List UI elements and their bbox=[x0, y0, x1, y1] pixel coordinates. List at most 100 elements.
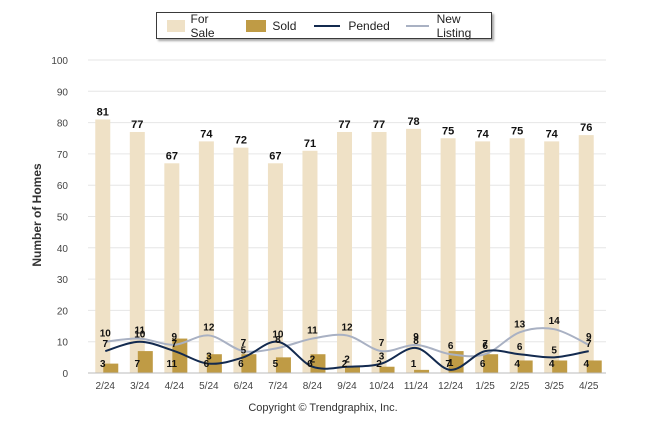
sold-bar bbox=[517, 360, 533, 373]
legend-swatch-sold bbox=[246, 19, 267, 32]
sold-data-label: 6 bbox=[307, 359, 313, 370]
for-sale-bar bbox=[578, 135, 594, 373]
new-listing-data-label: 6 bbox=[482, 341, 488, 352]
legend-label-new-listing: New Listing bbox=[436, 11, 472, 40]
for-sale-data-label: 74 bbox=[546, 128, 559, 140]
for-sale-data-label: 74 bbox=[477, 128, 490, 140]
new-listing-data-label: 8 bbox=[275, 335, 281, 346]
legend-swatch-new-listing bbox=[405, 24, 429, 27]
pended-data-label: 5 bbox=[241, 345, 247, 356]
sold-data-label: 7 bbox=[135, 359, 141, 370]
pended-data-label: 6 bbox=[517, 342, 523, 353]
new-listing-data-label: 7 bbox=[379, 338, 385, 349]
for-sale-bar bbox=[406, 128, 422, 373]
for-sale-bar bbox=[302, 150, 318, 373]
legend-label-for-sale: For Sale bbox=[190, 11, 215, 40]
for-sale-bar bbox=[337, 131, 352, 373]
sold-data-label: 11 bbox=[167, 359, 178, 370]
for-sale-data-label: 81 bbox=[97, 106, 109, 118]
sold-bar bbox=[414, 369, 430, 373]
sold-data-label: 7 bbox=[445, 359, 451, 370]
for-sale-bar bbox=[440, 138, 456, 373]
legend-label-sold: Sold bbox=[272, 18, 297, 33]
new-listing-data-label: 6 bbox=[448, 341, 454, 352]
pended-data-label: 2 bbox=[344, 355, 350, 366]
y-tick-label: 0 bbox=[62, 369, 68, 380]
x-tick-label: 7/24 bbox=[268, 381, 288, 392]
sold-data-label: 4 bbox=[514, 359, 520, 370]
pended-data-label: 10 bbox=[134, 330, 146, 341]
new-listing-data-label: 13 bbox=[514, 319, 526, 330]
pended-data-label: 7 bbox=[102, 339, 108, 350]
pended-line bbox=[104, 340, 589, 371]
sold-bar bbox=[345, 366, 360, 373]
for-sale-data-label: 76 bbox=[580, 122, 592, 134]
new-listing-data-label: 12 bbox=[341, 322, 353, 333]
y-tick-label: 80 bbox=[57, 119, 69, 130]
for-sale-data-label: 77 bbox=[373, 119, 385, 131]
x-tick-label: 9/24 bbox=[337, 381, 357, 392]
for-sale-bar bbox=[509, 138, 525, 373]
x-tick-label: 2/25 bbox=[510, 381, 530, 392]
for-sale-bar bbox=[95, 119, 111, 373]
sold-data-label: 2 bbox=[376, 359, 382, 370]
x-tick-label: 2/24 bbox=[96, 381, 116, 392]
new-listing-data-label: 9 bbox=[413, 332, 419, 343]
pended-data-label: 7 bbox=[482, 339, 488, 350]
x-tick-label: 3/25 bbox=[544, 381, 564, 392]
y-tick-label: 90 bbox=[57, 87, 69, 98]
sold-data-label: 6 bbox=[238, 359, 244, 370]
legend-item-new-listing[interactable]: New Listing bbox=[405, 11, 491, 40]
pended-data-label: 3 bbox=[379, 352, 385, 363]
y-tick-label: 20 bbox=[57, 306, 69, 317]
new-listing-data-label: 11 bbox=[307, 326, 318, 337]
y-tick-label: 60 bbox=[57, 181, 69, 192]
pended-data-label: 3 bbox=[206, 352, 212, 363]
pended-data-label: 1 bbox=[448, 358, 454, 369]
y-tick-label: 40 bbox=[57, 244, 69, 255]
pended-data-label: 5 bbox=[551, 345, 557, 356]
sold-data-label: 1 bbox=[411, 359, 417, 370]
for-sale-bar bbox=[129, 131, 145, 373]
new-listing-line bbox=[105, 327, 590, 358]
new-listing-data-label: 10 bbox=[100, 329, 112, 340]
legend-item-pended[interactable]: Pended bbox=[314, 13, 390, 38]
new-listing-data-label: 9 bbox=[172, 332, 178, 343]
legend-item-sold[interactable]: Sold bbox=[246, 13, 296, 38]
for-sale-data-label: 72 bbox=[235, 135, 247, 147]
pended-data-label: 7 bbox=[586, 339, 592, 350]
new-listing-data-label: 7 bbox=[241, 338, 247, 349]
copyright-text: Copyright © Trendgraphix, Inc. bbox=[248, 402, 398, 414]
x-tick-label: 4/24 bbox=[165, 381, 185, 392]
sold-bar bbox=[552, 360, 568, 373]
sold-data-label: 2 bbox=[342, 359, 348, 370]
legend-item-for-sale[interactable]: For Sale bbox=[167, 11, 230, 40]
x-tick-label: 10/24 bbox=[369, 381, 394, 392]
x-tick-label: 1/25 bbox=[475, 381, 495, 392]
y-tick-label: 30 bbox=[57, 275, 69, 286]
for-sale-bar bbox=[267, 163, 283, 373]
legend-swatch-pended bbox=[314, 24, 341, 27]
for-sale-data-label: 77 bbox=[131, 119, 143, 131]
sold-bar bbox=[103, 363, 119, 373]
pended-data-label: 8 bbox=[413, 336, 419, 347]
x-tick-label: 5/24 bbox=[199, 381, 219, 392]
legend-swatch-for-sale bbox=[167, 19, 185, 32]
pended-data-label: 2 bbox=[310, 355, 316, 366]
x-tick-label: 12/24 bbox=[438, 381, 463, 392]
chart-legend: For Sale Sold Pended New Listing bbox=[156, 11, 492, 40]
for-sale-data-label: 74 bbox=[200, 128, 213, 140]
new-listing-data-label: 14 bbox=[549, 316, 561, 327]
for-sale-data-label: 75 bbox=[442, 125, 454, 137]
sold-bar bbox=[379, 366, 395, 373]
for-sale-bar bbox=[233, 147, 249, 373]
for-sale-data-label: 78 bbox=[407, 116, 419, 128]
sold-bar bbox=[483, 354, 499, 373]
sold-bar bbox=[137, 351, 153, 373]
pended-data-label: 10 bbox=[272, 330, 284, 341]
sold-data-label: 3 bbox=[100, 359, 106, 370]
sold-data-label: 6 bbox=[204, 359, 210, 370]
x-tick-label: 11/24 bbox=[404, 381, 429, 392]
for-sale-bar bbox=[164, 163, 180, 373]
